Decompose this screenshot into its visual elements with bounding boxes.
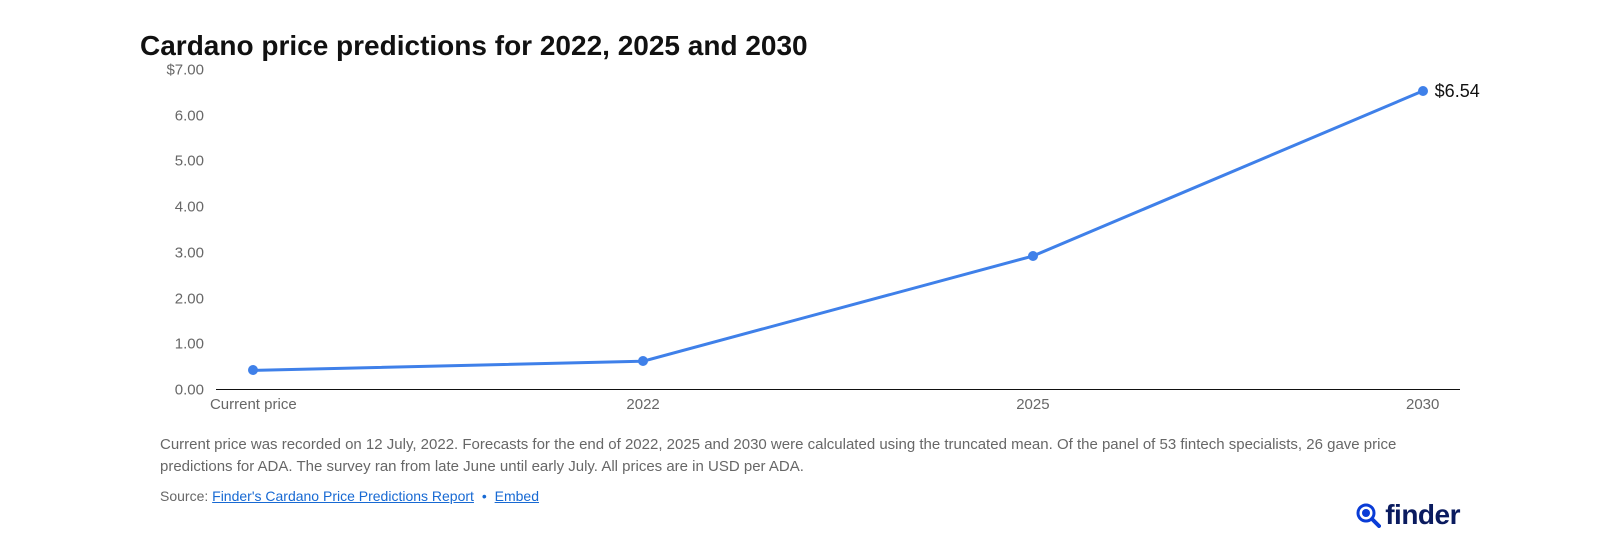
plot-area: $6.54 [216, 70, 1460, 390]
source-link-report[interactable]: Finder's Cardano Price Predictions Repor… [212, 488, 474, 504]
source-line: Source: Finder's Cardano Price Predictio… [160, 488, 1460, 504]
x-tick-label: Current price [210, 396, 297, 413]
x-tick-label: 2025 [1016, 396, 1049, 413]
source-prefix: Source: [160, 488, 212, 504]
y-tick-label: 4.00 [175, 199, 204, 216]
y-tick-label: 6.00 [175, 107, 204, 124]
x-tick-label: 2022 [626, 396, 659, 413]
chart-area: 0.001.002.003.004.005.006.00$7.00 $6.54 … [160, 70, 1460, 420]
y-tick-label: 1.00 [175, 336, 204, 353]
y-tick-label: $7.00 [166, 62, 204, 79]
y-tick-label: 0.00 [175, 382, 204, 399]
finder-logo: finder [1355, 499, 1460, 531]
series-marker [1418, 86, 1428, 96]
y-axis: 0.001.002.003.004.005.006.00$7.00 [160, 70, 210, 420]
chart-caption: Current price was recorded on 12 July, 2… [160, 434, 1460, 478]
series-marker [1028, 251, 1038, 261]
source-link-embed[interactable]: Embed [495, 488, 539, 504]
source-separator: • [482, 488, 487, 504]
chart-title: Cardano price predictions for 2022, 2025… [140, 30, 1460, 62]
y-tick-label: 3.00 [175, 244, 204, 261]
y-tick-label: 2.00 [175, 290, 204, 307]
logo-text: finder [1385, 499, 1460, 531]
x-tick-label: 2030 [1406, 396, 1439, 413]
y-tick-label: 5.00 [175, 153, 204, 170]
magnifier-icon [1355, 502, 1381, 528]
series-value-label: $6.54 [1435, 81, 1480, 102]
series-line [253, 91, 1422, 370]
x-axis-labels: Current price202220252030 [216, 390, 1460, 420]
